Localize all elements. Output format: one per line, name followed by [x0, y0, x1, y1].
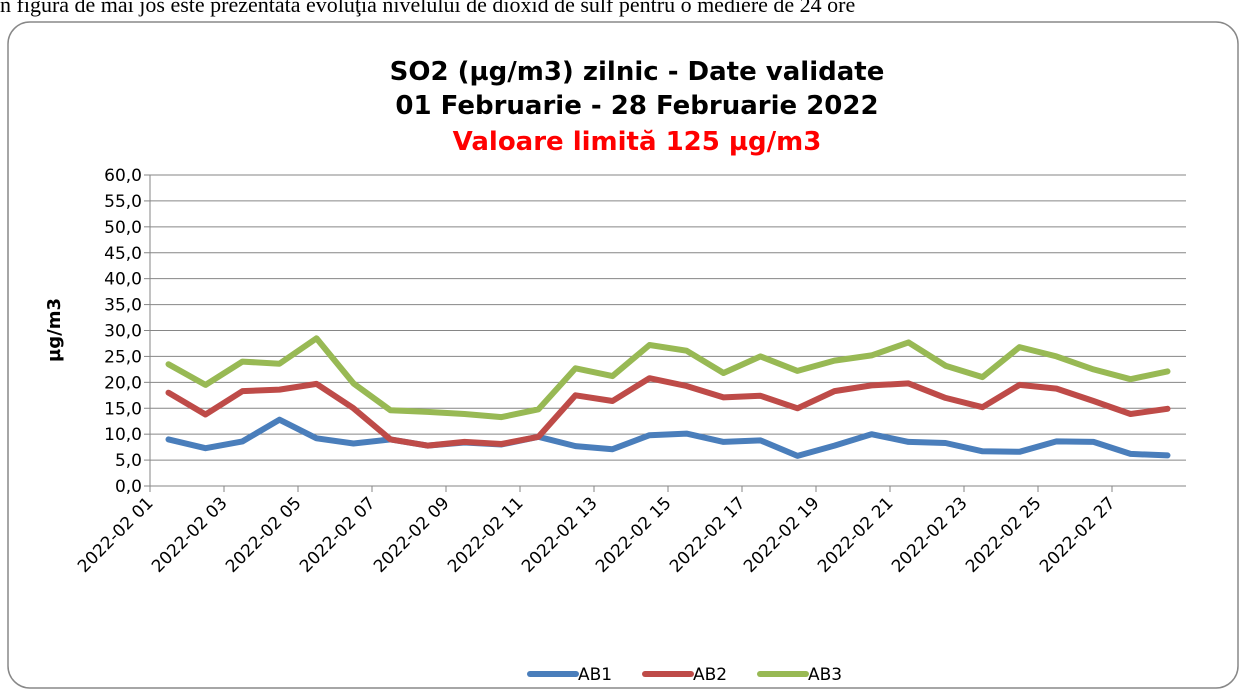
chart-frame [7, 21, 1239, 689]
y-tick-label: 5,0 [115, 451, 142, 471]
y-axis-label: µg/m3 [44, 298, 65, 362]
series-line [165, 416, 1171, 459]
legend-label: AB2 [693, 665, 727, 685]
y-tick-label: 0,0 [115, 477, 142, 497]
y-tick-label: 20,0 [104, 373, 142, 393]
y-tick-label: 35,0 [104, 296, 142, 316]
chart-subtitle: 01 Februarie - 28 Februarie 2022 [395, 91, 878, 121]
y-tick-label: 55,0 [104, 192, 142, 212]
y-tick-label: 40,0 [104, 270, 142, 290]
y-tick-label: 45,0 [104, 244, 142, 264]
y-tick-label: 60,0 [104, 166, 142, 186]
series-line [165, 335, 1171, 421]
y-tick-label: 30,0 [104, 322, 142, 342]
legend-label: AB3 [808, 665, 842, 685]
chart-title: SO2 (µg/m3) zilnic - Date validate [390, 57, 885, 87]
document-text: n figura de mai jos este prezentată evol… [0, 0, 855, 17]
legend-label: AB1 [578, 665, 612, 685]
y-tick-label: 15,0 [104, 399, 142, 419]
y-tick-label: 50,0 [104, 218, 142, 238]
y-tick-label: 25,0 [104, 347, 142, 367]
chart-annotation: Valoare limită 125 µg/m3 [453, 127, 822, 157]
series-line [165, 375, 1171, 449]
y-tick-label: 10,0 [104, 425, 142, 445]
